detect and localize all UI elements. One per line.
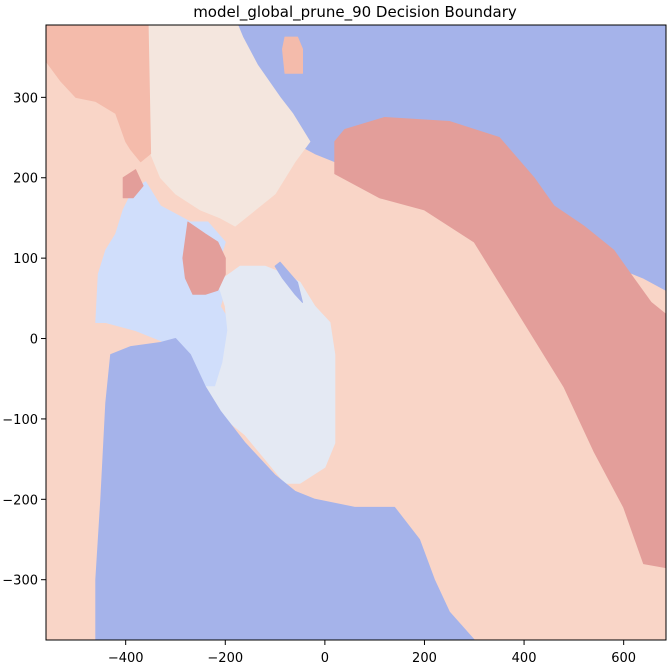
y-tick-label: 300: [13, 91, 38, 106]
plot-frame: [45, 24, 667, 641]
contour-region-level-0: [274, 261, 303, 303]
contour-regions: [46, 25, 666, 640]
contour-region-level-3: [147, 25, 311, 227]
y-tick-label: −200: [2, 493, 38, 508]
x-tick-label: 600: [611, 651, 636, 666]
x-axis: −400 −200 0 200 400 600: [108, 640, 636, 666]
x-tick-label: 200: [412, 651, 437, 666]
contour-region-level-6: [182, 221, 226, 295]
x-tick-label: −200: [207, 651, 243, 666]
contour-region-level-5: [282, 36, 303, 74]
contour-region-level-2: [204, 265, 336, 484]
y-tick-label: 0: [30, 333, 38, 348]
chart-title: model_global_prune_90 Decision Boundary: [193, 3, 517, 22]
y-axis: −300 −200 −100 0 100 200 300: [2, 91, 46, 589]
y-tick-label: 100: [13, 252, 38, 267]
y-tick-label: −300: [2, 574, 38, 589]
y-tick-label: −100: [2, 413, 38, 428]
contour-region-level-6: [122, 169, 144, 199]
x-tick-label: 0: [321, 651, 329, 666]
x-tick-label: −400: [108, 651, 144, 666]
contour-region-level-6: [334, 117, 666, 569]
contour-region-level-5: [46, 25, 152, 163]
contour-region-level-0: [95, 338, 475, 640]
y-tick-label: 200: [13, 172, 38, 187]
x-tick-label: 400: [512, 651, 537, 666]
